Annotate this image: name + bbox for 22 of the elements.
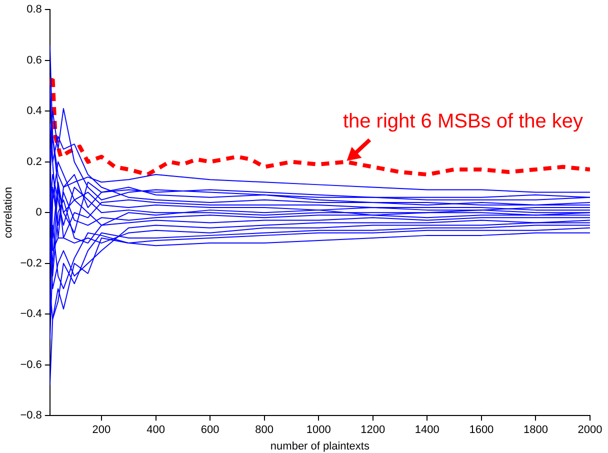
y-tick-label: −0.2 — [20, 257, 42, 270]
y-tick-label: 0 — [36, 206, 42, 219]
y-axis-title: correlation — [2, 186, 15, 238]
y-tick-label: −0.6 — [20, 358, 42, 371]
x-tick-label: 200 — [92, 424, 111, 436]
x-tick-label: 400 — [146, 424, 165, 436]
x-tick-label: 1600 — [469, 424, 494, 436]
x-tick-label: 800 — [255, 424, 274, 436]
y-tick-label: 0.2 — [26, 156, 42, 168]
x-tick-label: 1000 — [306, 424, 331, 436]
x-tick-label: 1800 — [523, 424, 548, 436]
y-tick-label: −0.4 — [20, 308, 42, 320]
x-tick-label: 2000 — [578, 424, 602, 436]
y-tick-label: 0.6 — [26, 54, 42, 66]
y-tick-label: −0.8 — [20, 410, 42, 422]
x-tick-label: 600 — [200, 424, 220, 436]
annotation: the right 6 MSBs of the key — [342, 110, 584, 132]
x-axis-title: number of plaintexts — [270, 440, 370, 452]
x-tick-label: 1200 — [360, 424, 386, 436]
y-tick-label: 0.8 — [26, 4, 42, 16]
y-tick-label: 0.4 — [26, 105, 42, 118]
x-tick-label: 1400 — [414, 424, 440, 436]
